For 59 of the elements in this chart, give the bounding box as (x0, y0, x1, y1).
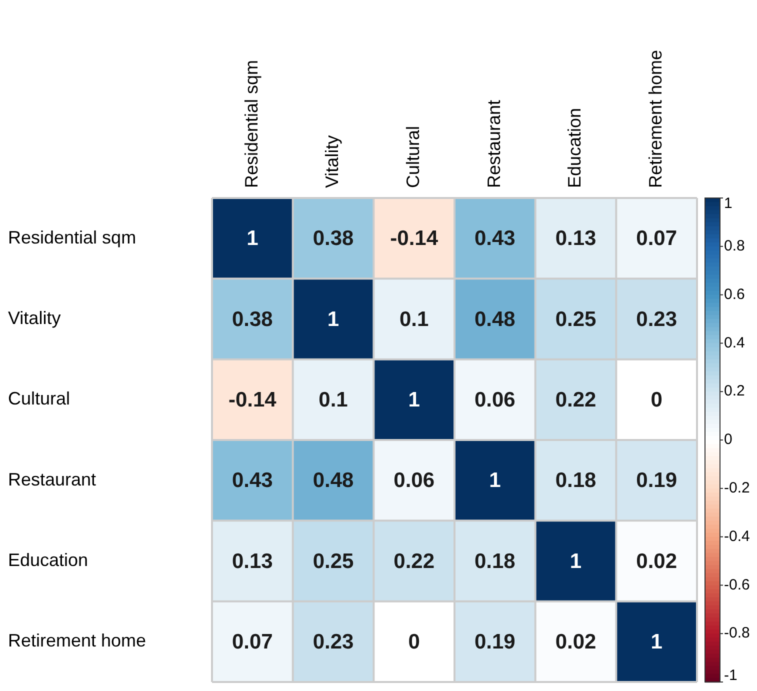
y-tick-label: Cultural (8, 388, 70, 409)
data-label: 0.25 (555, 308, 597, 331)
data-label: 0.38 (312, 227, 354, 250)
data-label: 0.43 (232, 469, 273, 492)
data-label: 0 (408, 630, 420, 654)
data-label: 1 (489, 469, 502, 492)
data-label: 0.22 (555, 388, 596, 412)
data-label: 0.06 (474, 388, 516, 412)
data-label: 0.48 (474, 308, 516, 331)
x-tick-label: Restaurant (484, 100, 504, 188)
data-label: 0.38 (232, 308, 274, 331)
color-bar-label: 0 (724, 431, 732, 448)
data-label: 0.07 (232, 630, 273, 654)
data-label: 1 (408, 388, 420, 412)
color-bar-label: -1 (724, 667, 738, 684)
data-label: 0.02 (636, 550, 678, 573)
data-label: 0.02 (555, 630, 596, 654)
data-label: 1 (570, 550, 582, 573)
color-bar-label: -0.4 (724, 528, 750, 545)
data-label: 0.48 (312, 469, 354, 492)
color-bar-label: 1 (724, 195, 732, 212)
data-label: 0.23 (636, 308, 678, 331)
data-label: 0.06 (394, 469, 435, 492)
color-bar-label: 0.6 (724, 286, 745, 303)
data-label: 0 (650, 388, 662, 412)
data-label: 0.07 (636, 227, 678, 250)
data-label: 0.43 (474, 227, 516, 250)
color-bar-label: 0.4 (724, 334, 745, 352)
data-label: 0.18 (555, 469, 597, 492)
color-bar-label: -0.2 (724, 480, 750, 497)
data-label: 0.13 (232, 550, 273, 573)
y-tick-label: Vitality (8, 308, 61, 328)
color-bar-label: -0.6 (724, 576, 750, 594)
data-label: 1 (650, 630, 663, 654)
x-tick-label: Retirement home (646, 50, 666, 188)
y-tick-label: Restaurant (8, 469, 96, 490)
y-tick-label: Education (8, 550, 88, 570)
data-label: 0.25 (312, 550, 354, 573)
data-label: 0.18 (474, 550, 516, 573)
y-tick-label: Residential sqm (8, 227, 136, 248)
data-label: -0.14 (390, 227, 438, 250)
data-label: 0.22 (394, 550, 435, 573)
color-bar-label: -0.8 (724, 624, 750, 642)
color-bar-label: 0.8 (724, 238, 745, 255)
x-tick-label: Education (564, 108, 585, 188)
color-bar-label: 0.2 (724, 382, 745, 400)
data-label: 0.13 (555, 227, 596, 250)
data-label: 1 (327, 308, 340, 331)
data-label: 0.19 (474, 630, 516, 654)
x-tick-label: Residential sqm (241, 60, 262, 188)
data-label: 0.19 (636, 469, 678, 492)
data-label: 0.23 (312, 630, 354, 654)
x-tick-label: Vitality (322, 135, 342, 188)
y-tick-label: Retirement home (8, 630, 146, 651)
data-label: 0.1 (399, 308, 429, 331)
data-label: 0.1 (318, 388, 348, 412)
x-tick-label: Cultural (403, 126, 424, 188)
data-label: -0.14 (228, 388, 277, 412)
data-label: 1 (246, 227, 259, 250)
